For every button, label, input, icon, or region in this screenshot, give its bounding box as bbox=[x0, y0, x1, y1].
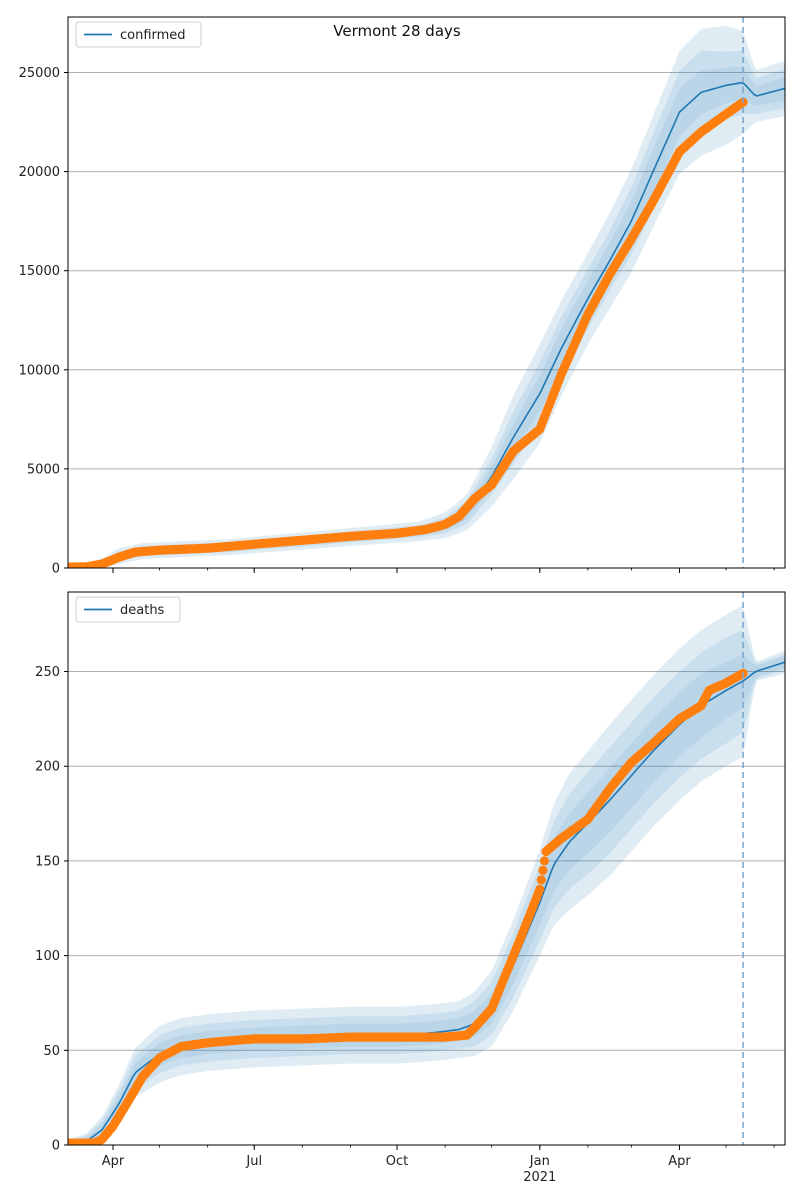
axes-frame bbox=[67, 591, 786, 1146]
y-tick-label: 10000 bbox=[19, 363, 60, 378]
observed-point bbox=[536, 875, 546, 885]
confirmed-panel: 0 5000 10000 15000 20000 25000 confirmed bbox=[19, 16, 786, 577]
legend: confirmed bbox=[75, 21, 202, 48]
y-tick-label: 0 bbox=[52, 1139, 60, 1154]
uncertainty-band-1 bbox=[68, 655, 785, 1145]
uncertainty-band-3 bbox=[68, 25, 785, 568]
y-tick-label: 5000 bbox=[27, 462, 60, 477]
y-tick-label: 25000 bbox=[19, 66, 60, 81]
legend: deaths bbox=[75, 596, 181, 623]
uncertainty-band-2 bbox=[68, 50, 785, 568]
y-tick-label: 200 bbox=[35, 760, 60, 775]
uncertainty-band-2 bbox=[68, 630, 785, 1145]
observed-point bbox=[535, 884, 545, 894]
observed-point bbox=[538, 865, 548, 876]
x-tick-label: Apr bbox=[102, 1154, 125, 1169]
y-tick-label: 150 bbox=[35, 854, 60, 869]
legend-box bbox=[75, 596, 181, 623]
x-tick-label: Jan bbox=[529, 1154, 550, 1169]
y-tick-label: 0 bbox=[52, 562, 60, 577]
observed-series bbox=[68, 97, 748, 568]
deaths-panel: 0 50 100 150 200 250 deaths bbox=[35, 591, 786, 1154]
y-tick-label: 15000 bbox=[19, 264, 60, 279]
observed-series bbox=[68, 668, 748, 1145]
x-tick-year-label: 2021 bbox=[523, 1170, 556, 1185]
y-tick-label: 50 bbox=[43, 1044, 60, 1059]
chart-title: Vermont 28 days bbox=[333, 22, 461, 40]
x-tick-label: Jul bbox=[245, 1154, 262, 1169]
x-tick-label: Apr bbox=[668, 1154, 691, 1169]
y-tick-label: 250 bbox=[35, 665, 60, 680]
x-tick-label: Oct bbox=[386, 1154, 408, 1169]
uncertainty-band-3 bbox=[68, 606, 785, 1145]
axes-frame bbox=[67, 16, 786, 569]
legend-label: confirmed bbox=[120, 28, 186, 43]
y-tick-label: 100 bbox=[35, 949, 60, 964]
legend-label: deaths bbox=[120, 603, 165, 618]
y-tick-label: 20000 bbox=[19, 165, 60, 180]
legend-box bbox=[75, 21, 202, 48]
observed-point bbox=[539, 856, 550, 866]
